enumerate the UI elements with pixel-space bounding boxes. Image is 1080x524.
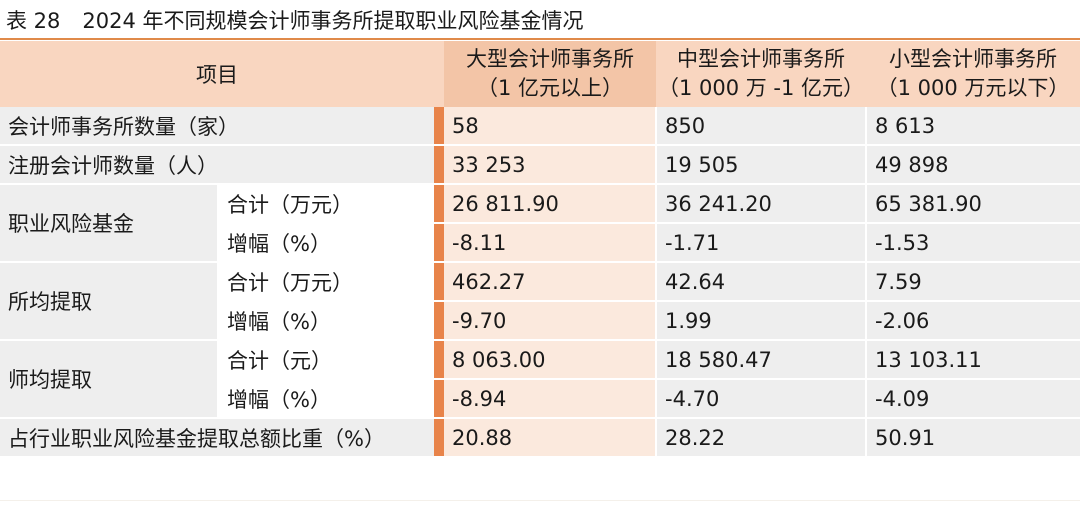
cell-value: 42.64 — [655, 262, 866, 302]
cell-value: -9.70 — [444, 301, 656, 341]
cell-value: 850 — [655, 107, 866, 146]
row-sublabel: 增幅（%） — [217, 223, 434, 263]
table-caption: 2024 年不同规模会计师事务所提取职业风险基金情况 — [82, 9, 584, 33]
header-item: 项目 — [0, 41, 434, 107]
header-large-firms: 大型会计师事务所 （1 亿元以上） — [444, 41, 656, 107]
table-row: 增幅（%） -8.11 -1.71 -1.53 — [0, 223, 1080, 263]
cell-value: -8.11 — [444, 223, 656, 263]
cell-value: -1.71 — [655, 223, 866, 263]
cell-value: 58 — [444, 107, 656, 146]
row-label-firms: 会计师事务所数量（家） — [0, 107, 434, 146]
cell-value: 8 063.00 — [444, 340, 656, 380]
row-label-share: 占行业职业风险基金提取总额比重（%） — [0, 418, 434, 458]
table-row: 所均提取 合计（万元） 462.27 42.64 7.59 — [0, 262, 1080, 341]
table-row: 师均提取 合计（元） 8 063.00 18 580.47 13 103.11 — [0, 340, 1080, 419]
cell-value: 8 613 — [865, 107, 1080, 146]
header-medium-line1: 中型会计师事务所 — [677, 47, 845, 71]
cell-value: -8.94 — [444, 379, 656, 419]
cell-value: 65 381.90 — [865, 184, 1080, 224]
header-row: 项目 大型会计师事务所 （1 亿元以上） 中型会计师事务所 （1 000 万 -… — [0, 41, 1080, 107]
cell-value: -1.53 — [865, 223, 1080, 263]
accent-bar — [434, 41, 444, 107]
table-row: 注册会计师数量（人） 33 253 19 505 49 898 — [0, 145, 1080, 185]
table-row: 增幅（%） -9.70 1.99 -2.06 — [0, 301, 1080, 341]
table-row: 会计师事务所数量（家） 58 850 8 613 — [0, 107, 1080, 146]
table-title: 表 28 2024 年不同规模会计师事务所提取职业风险基金情况 — [6, 4, 584, 38]
header-large-line2: （1 亿元以上） — [476, 76, 624, 100]
cell-value: 50.91 — [865, 418, 1080, 458]
cell-value: 20.88 — [444, 418, 656, 458]
cell-value: 462.27 — [444, 262, 656, 302]
cell-value: 1.99 — [655, 301, 866, 341]
row-sublabel: 合计（万元） — [217, 262, 434, 302]
header-large-line1: 大型会计师事务所 — [466, 47, 634, 71]
risk-fund-table: 项目 大型会计师事务所 （1 亿元以上） 中型会计师事务所 （1 000 万 -… — [0, 41, 1080, 458]
row-sublabel: 合计（元） — [217, 340, 434, 380]
row-sublabel: 增幅（%） — [217, 379, 434, 419]
table-row: 职业风险基金 合计（万元） 26 811.90 36 241.20 65 381… — [0, 184, 1080, 263]
row-group-label-fund: 职业风险基金 — [0, 184, 218, 263]
table-row: 增幅（%） -8.94 -4.70 -4.09 — [0, 379, 1080, 419]
cell-value: 13 103.11 — [865, 340, 1080, 380]
header-small-firms: 小型会计师事务所 （1 000 万元以下） — [866, 41, 1080, 107]
row-group-label-per-cpa: 师均提取 — [0, 340, 218, 419]
cell-value: 26 811.90 — [444, 184, 656, 224]
row-sublabel: 增幅（%） — [217, 301, 434, 341]
cell-value: 36 241.20 — [655, 184, 866, 224]
cell-value: 33 253 — [444, 145, 656, 185]
header-medium-line2: （1 000 万 -1 亿元） — [657, 76, 865, 100]
table-row: 占行业职业风险基金提取总额比重（%） 20.88 28.22 50.91 — [0, 418, 1080, 458]
cell-value: 7.59 — [865, 262, 1080, 302]
row-group-label-per-firm: 所均提取 — [0, 262, 218, 341]
row-sublabel: 合计（万元） — [217, 184, 434, 224]
title-rule — [0, 38, 1080, 40]
header-medium-firms: 中型会计师事务所 （1 000 万 -1 亿元） — [656, 41, 866, 107]
row-label-cpas: 注册会计师数量（人） — [0, 145, 434, 185]
cell-value: 49 898 — [865, 145, 1080, 185]
table-number: 表 28 — [6, 9, 61, 33]
cell-value: -4.09 — [865, 379, 1080, 419]
header-small-line2: （1 000 万元以下） — [876, 76, 1070, 100]
cell-value: 18 580.47 — [655, 340, 866, 380]
cell-value: 28.22 — [655, 418, 866, 458]
bottom-divider — [0, 500, 1080, 501]
cell-value: -4.70 — [655, 379, 866, 419]
header-small-line1: 小型会计师事务所 — [889, 47, 1057, 71]
cell-value: -2.06 — [865, 301, 1080, 341]
cell-value: 19 505 — [655, 145, 866, 185]
